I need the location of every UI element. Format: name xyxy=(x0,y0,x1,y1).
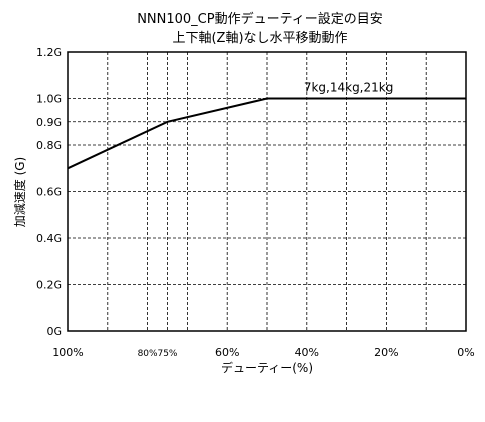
series-annotation: 7kg,14kg,21kg xyxy=(304,81,394,95)
y-tick-label: 0G xyxy=(46,325,62,338)
y-tick-label: 0.2G xyxy=(36,279,62,292)
plot-frame xyxy=(67,51,467,332)
y-axis-label: 加減速度 (G) xyxy=(12,157,27,227)
y-tick-label: 1.2G xyxy=(36,46,62,59)
x-tick-label: 75% xyxy=(157,349,177,359)
chart-title: NNN100_CP動作デューティー設定の目安 xyxy=(137,11,383,27)
y-tick-label: 0.9G xyxy=(36,116,62,129)
y-tick-label: 0.4G xyxy=(36,232,62,245)
x-tick-label: 100% xyxy=(52,346,83,359)
x-tick-label: 0% xyxy=(457,346,474,359)
x-axis-label: デューティー(%) xyxy=(221,360,313,375)
x-tick-label: 40% xyxy=(295,346,319,359)
x-tick-label: 60% xyxy=(215,346,239,359)
chart-subtitle: 上下軸(Z軸)なし水平移動動作 xyxy=(172,31,347,46)
y-tick-labels: 0G 0.2G 0.4G 0.6G 0.8G 0.9G 1.0G 1.2G xyxy=(36,46,62,338)
x-tick-label: 80% xyxy=(138,349,158,359)
y-tick-label: 1.0G xyxy=(36,93,62,106)
x-tick-labels: 100% 80% 75% 60% 40% 20% 0% xyxy=(52,346,474,359)
series-line xyxy=(67,97,466,170)
y-tick-label: 0.8G xyxy=(36,139,62,152)
y-tick-label: 0.6G xyxy=(36,186,62,199)
x-tick-label: 20% xyxy=(374,346,398,359)
grid-lines xyxy=(67,51,467,332)
series-points xyxy=(67,98,467,169)
